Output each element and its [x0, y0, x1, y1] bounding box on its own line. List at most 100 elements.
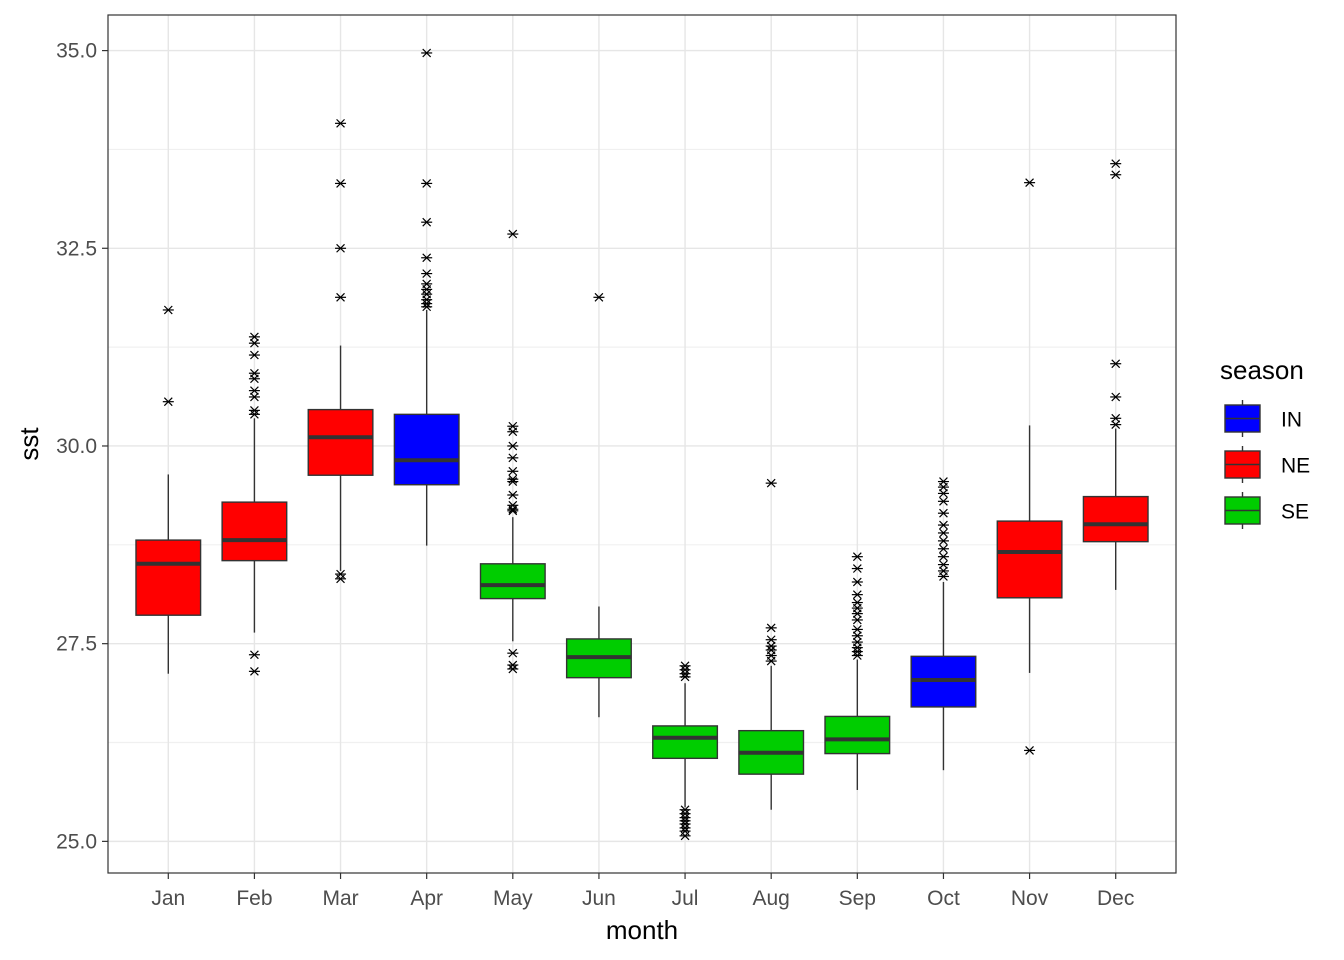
outlier-point	[851, 590, 863, 600]
outlier-point	[937, 496, 949, 506]
outlier-point	[507, 477, 519, 486]
box-jun	[565, 606, 632, 718]
outlier-point	[335, 292, 347, 302]
outlier-point	[851, 552, 863, 562]
outlier-point	[248, 338, 260, 348]
box-jul	[652, 683, 719, 808]
outlier-point	[679, 672, 691, 682]
plot-panel	[108, 15, 1176, 873]
x-tick-label: Nov	[1011, 887, 1049, 910]
outlier-point	[421, 179, 433, 188]
x-tick-label: Sep	[839, 887, 876, 910]
outlier-point	[507, 441, 519, 451]
outlier-point	[1110, 159, 1122, 169]
outlier-point	[937, 482, 949, 492]
outlier-point	[1110, 392, 1122, 402]
x-tick-label: May	[493, 887, 533, 910]
outlier-point	[507, 664, 519, 674]
outlier-point	[593, 292, 605, 302]
outlier-point	[335, 179, 347, 188]
y-tick-label: 27.5	[56, 633, 97, 656]
box-aug	[738, 665, 805, 810]
outlier-point	[851, 609, 863, 619]
outlier-point	[937, 508, 949, 518]
x-tick-label: Dec	[1097, 887, 1134, 910]
outlier-point	[162, 397, 174, 407]
box-may	[479, 517, 546, 642]
legend: season IN NE SE	[1220, 355, 1310, 529]
outlier-point	[507, 466, 519, 476]
boxes-layer	[135, 309, 1149, 810]
outlier-point	[851, 651, 863, 660]
box-iqr	[221, 501, 288, 562]
outlier-point	[937, 489, 949, 498]
box-iqr	[824, 715, 891, 755]
outlier-point	[851, 615, 863, 625]
box-feb	[221, 418, 288, 633]
outlier-point	[507, 427, 519, 437]
outlier-point	[937, 536, 949, 546]
outlier-point	[765, 656, 777, 666]
outlier-point	[1024, 746, 1036, 755]
outlier-point	[937, 520, 949, 530]
outlier-point	[507, 504, 519, 514]
outlier-point	[421, 269, 433, 278]
outlier-point	[248, 666, 260, 676]
y-axis-title: sst	[14, 427, 44, 461]
box-mar	[307, 345, 374, 571]
legend-title: season	[1220, 355, 1304, 385]
y-tick-label: 25.0	[56, 830, 97, 853]
outlier-point	[1110, 420, 1122, 430]
outlier-point	[937, 552, 949, 562]
outlier-point	[851, 577, 863, 587]
x-tick-label: Aug	[753, 887, 790, 910]
outlier-point	[937, 560, 949, 569]
x-tick-label: Jul	[672, 887, 699, 910]
outlier-point	[507, 506, 519, 516]
box-iqr	[307, 408, 374, 476]
box-apr	[393, 309, 460, 546]
box-sep	[824, 659, 891, 790]
outlier-point	[248, 392, 260, 402]
outlier-point	[937, 544, 949, 554]
outlier-point	[335, 243, 347, 253]
plot-panel-border	[107, 14, 1177, 874]
x-axis-title: month	[606, 915, 678, 945]
x-tick-label: Apr	[410, 887, 443, 910]
legend-label: SE	[1281, 501, 1309, 524]
x-tick-label: Oct	[927, 887, 960, 910]
x-tick-label: Mar	[322, 887, 358, 910]
outlier-point	[248, 650, 260, 660]
outlier-point	[851, 625, 863, 634]
outlier-point	[851, 564, 863, 573]
outlier-point	[937, 528, 949, 538]
x-tick-label: Feb	[236, 887, 272, 910]
box-iqr	[996, 520, 1063, 599]
outlier-point	[248, 409, 260, 419]
x-axis: Jan Feb Mar Apr May Jun Jul Aug Sep Oct Nov Dec	[151, 873, 1134, 910]
outlier-point	[248, 386, 260, 396]
outlier-point	[1110, 170, 1122, 180]
outlier-point	[507, 229, 519, 239]
outlier-point	[937, 572, 949, 581]
box-dec	[1082, 428, 1149, 590]
outlier-point	[248, 374, 260, 384]
outlier-point	[248, 332, 260, 342]
outlier-point	[1110, 413, 1122, 423]
y-axis: 25.0 27.5 30.0 32.5 35.0	[56, 40, 108, 853]
legend-item-in: IN	[1224, 400, 1302, 437]
legend-label: IN	[1281, 409, 1302, 432]
legend-item-se: SE	[1224, 492, 1309, 529]
outlier-point	[1024, 178, 1036, 188]
box-iqr	[1082, 495, 1149, 543]
y-tick-label: 32.5	[56, 237, 97, 260]
outlier-point	[335, 118, 347, 128]
outlier-point	[851, 631, 863, 641]
outlier-point	[335, 574, 347, 584]
box-oct	[910, 581, 977, 771]
outlier-point	[162, 305, 174, 315]
outlier-point	[421, 302, 433, 312]
box-iqr	[479, 563, 546, 600]
box-iqr	[393, 413, 460, 486]
